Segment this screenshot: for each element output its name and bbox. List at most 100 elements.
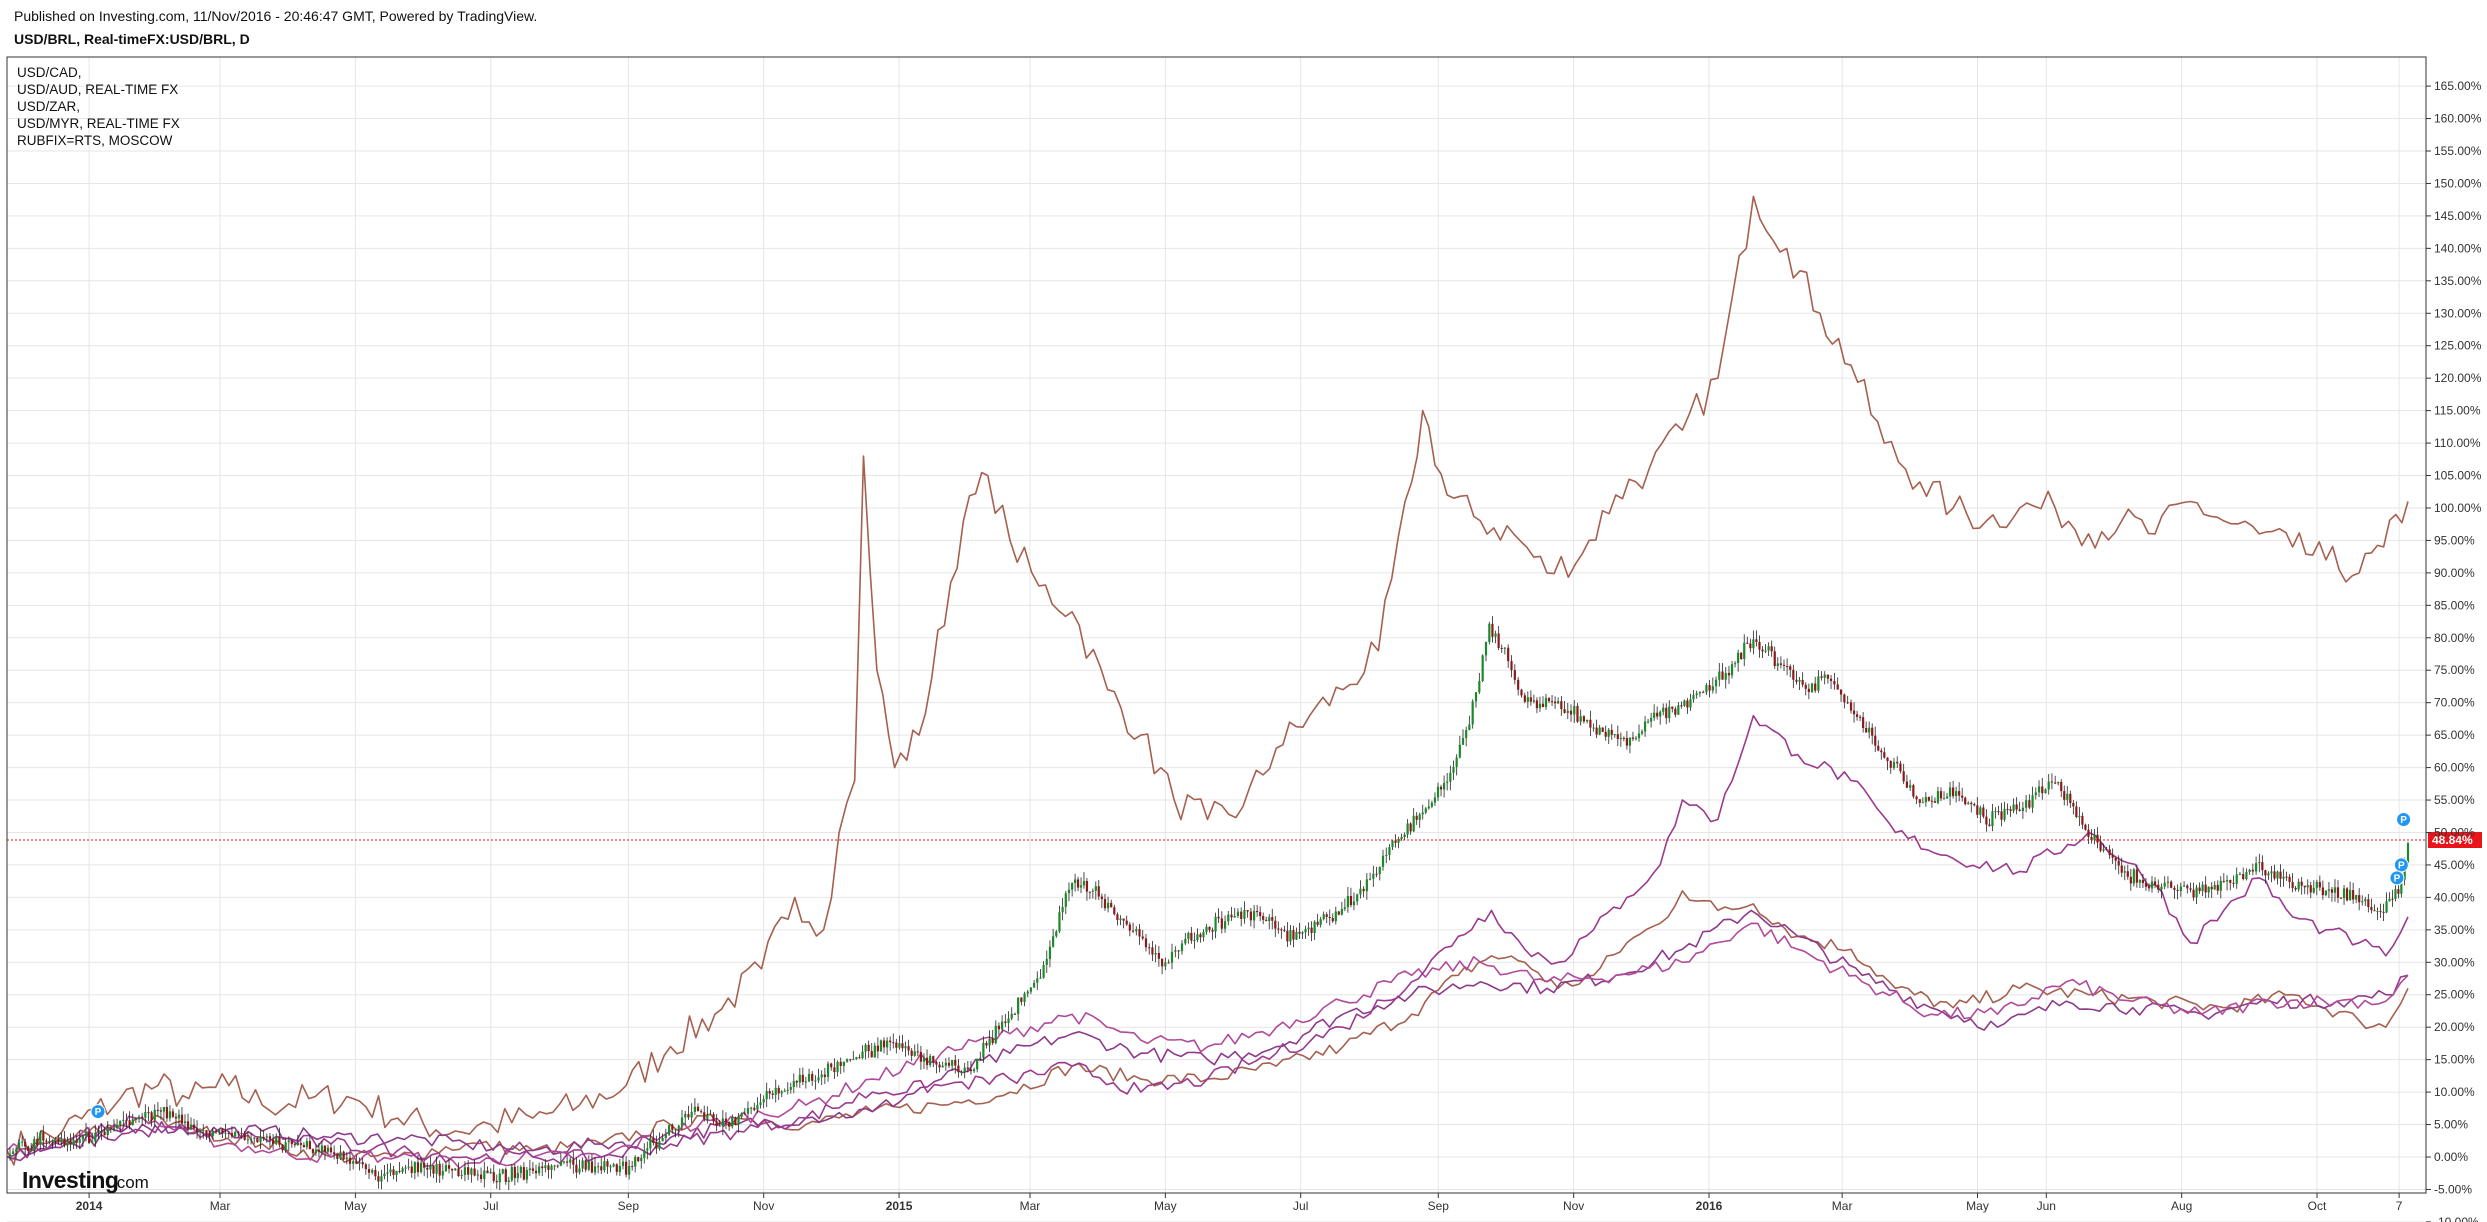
candle-body — [103, 1131, 106, 1136]
candle-body — [1653, 712, 1656, 718]
candle-body — [177, 1114, 181, 1119]
candle-body — [621, 1161, 625, 1167]
candle-body — [2031, 795, 2034, 808]
candle-body — [966, 1067, 969, 1070]
candle-body — [2373, 910, 2376, 912]
candle-body — [1637, 733, 1641, 739]
candle-body — [1619, 737, 1622, 739]
candle-body — [305, 1141, 308, 1148]
y-tick-label: 160.00% — [2434, 112, 2482, 126]
candle-body — [21, 1141, 24, 1143]
candle-body — [2342, 888, 2346, 899]
candle-body — [929, 1056, 932, 1065]
candle-body — [913, 1051, 916, 1056]
candle-body — [2006, 808, 2009, 810]
candle-body — [367, 1169, 371, 1173]
candle-body — [1199, 934, 1202, 938]
grid — [7, 57, 2426, 1222]
x-tick-label: Mar — [1832, 1199, 1853, 1213]
candle-body — [1936, 791, 1940, 803]
candle-body — [342, 1151, 345, 1160]
candle-body — [473, 1168, 476, 1176]
candle-body — [1776, 663, 1779, 667]
candle-body — [2105, 849, 2108, 851]
candle-body — [1656, 712, 1659, 717]
candle-body — [1471, 701, 1474, 725]
candle-body — [1862, 717, 1865, 729]
candle-body — [72, 1139, 75, 1145]
candle-body — [2087, 829, 2090, 837]
candle-body — [1924, 796, 1927, 803]
candle-body — [97, 1131, 100, 1133]
candle-body — [1520, 689, 1523, 696]
candle-body — [2120, 865, 2123, 873]
candle-body — [1474, 692, 1478, 702]
candle-body — [1708, 685, 1711, 691]
candle-body — [855, 1057, 858, 1060]
candle-body — [1313, 921, 1316, 934]
event-marker-label: P — [2394, 873, 2401, 884]
candle-body — [1214, 916, 1217, 932]
candle-body — [1362, 888, 1365, 892]
candle-body — [2138, 879, 2141, 883]
candle-body — [2060, 781, 2063, 792]
candle-body — [438, 1163, 441, 1176]
candle-body — [218, 1129, 221, 1133]
y-tick-label: 165.00% — [2434, 79, 2482, 93]
candle-body — [2123, 871, 2126, 873]
candle-body — [88, 1131, 91, 1144]
candle-body — [2382, 911, 2385, 913]
candle-body — [1484, 641, 1488, 656]
candle-body — [1692, 695, 1695, 700]
candle-body — [774, 1087, 777, 1095]
last-price-label: 48.84% — [2432, 833, 2473, 847]
candle-body — [1979, 807, 1982, 815]
candle-body — [1439, 786, 1443, 790]
candle-body — [2201, 884, 2204, 892]
candle-body — [640, 1157, 643, 1162]
candle-body — [2251, 869, 2254, 872]
candle-body — [14, 1149, 18, 1152]
candle-body — [323, 1145, 327, 1152]
candle-body — [836, 1061, 839, 1073]
candle-body — [281, 1144, 284, 1151]
event-marker-icon[interactable] — [2396, 812, 2412, 828]
candle-body — [1880, 750, 1883, 753]
candle-body — [2135, 869, 2138, 883]
candle-body — [1849, 702, 1853, 711]
x-tick-label: 2015 — [886, 1199, 913, 1213]
candle-body — [1563, 709, 1566, 713]
candle-body — [492, 1171, 495, 1181]
candle-body — [141, 1116, 144, 1118]
candle-body — [84, 1131, 88, 1136]
candle-body — [1292, 930, 1295, 940]
candle-body — [1659, 711, 1662, 717]
candle-body — [1733, 663, 1737, 665]
candle-body — [737, 1116, 740, 1125]
candle-body — [287, 1140, 290, 1143]
candle-body — [1640, 731, 1644, 734]
event-marker-label: P — [2400, 815, 2407, 826]
candle-body — [240, 1132, 243, 1134]
y-tick-label: 20.00% — [2434, 1020, 2475, 1034]
candle-body — [1055, 931, 1058, 937]
candle-body — [1628, 737, 1632, 746]
candle-body — [1705, 685, 1708, 693]
candle-body — [2173, 887, 2176, 890]
candle-body — [1967, 802, 1970, 805]
y-tick-label: 45.00% — [2434, 858, 2475, 872]
candle-body — [1646, 721, 1650, 723]
candle-body — [780, 1091, 783, 1094]
candle-body — [33, 1138, 36, 1151]
y-tick-label: 100.00% — [2434, 501, 2482, 515]
candle-body — [1507, 647, 1510, 662]
candle-body — [1004, 1021, 1007, 1024]
candle-body — [122, 1119, 125, 1121]
event-marker-icon[interactable] — [2389, 870, 2405, 886]
event-marker-icon[interactable] — [90, 1104, 106, 1120]
series-line-aud — [6, 922, 2409, 1170]
candle-body — [1436, 786, 1440, 798]
y-tick-label: 105.00% — [2434, 469, 2482, 483]
